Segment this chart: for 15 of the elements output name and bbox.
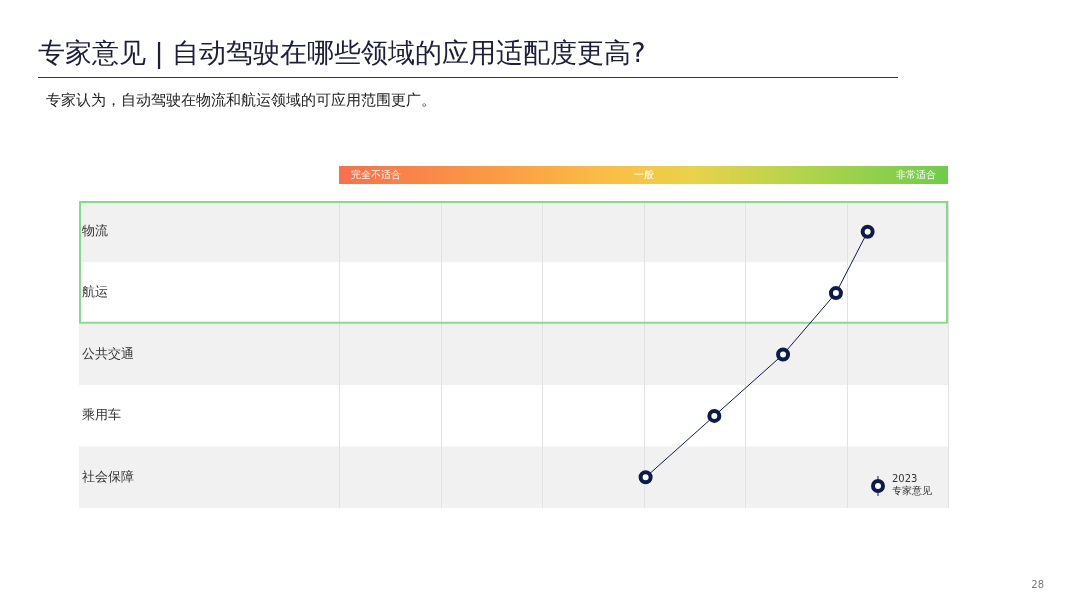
gradient-scale-bar: 完全不适合 一般 非常适合 bbox=[339, 166, 948, 184]
point bbox=[776, 347, 791, 362]
legend-label: 2023 专家意见 bbox=[892, 472, 932, 496]
point bbox=[638, 470, 653, 485]
chart-title: 专家意见 | 自动驾驶在哪些领域的应用适配度更高? bbox=[38, 36, 646, 70]
point bbox=[860, 224, 875, 239]
point bbox=[828, 286, 843, 301]
y-tick-label: 公共交通 bbox=[82, 345, 134, 361]
y-tick-label: 社会保障 bbox=[82, 468, 134, 484]
point bbox=[707, 408, 722, 423]
y-tick-label: 物流 bbox=[82, 223, 108, 239]
y-tick-label: 乘用车 bbox=[82, 407, 121, 423]
chart-subtitle: 专家认为，自动驾驶在物流和航运领域的可应用范围更广。 bbox=[46, 90, 436, 111]
y-tick-label: 航运 bbox=[82, 284, 108, 300]
text: 28 bbox=[1031, 579, 1044, 590]
